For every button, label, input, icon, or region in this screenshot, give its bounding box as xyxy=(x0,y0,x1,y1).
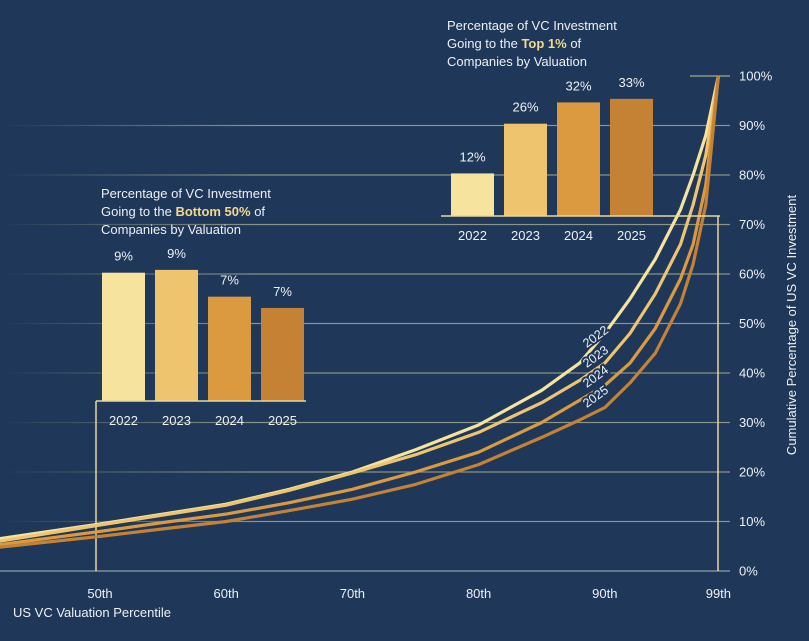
x-tick-label: 70th xyxy=(340,586,365,601)
inset-title-line2: Going to the Top 1% of xyxy=(447,36,582,51)
x-tick-label: 60th xyxy=(214,586,239,601)
bar-value-label: 7% xyxy=(220,273,239,288)
bar-value-label: 9% xyxy=(167,246,186,261)
x-tick-label: 90th xyxy=(592,586,617,601)
bar-category-label: 2025 xyxy=(268,413,297,428)
y-tick-label: 100% xyxy=(739,69,773,84)
gridline xyxy=(0,322,730,325)
gridline xyxy=(690,75,730,77)
bar-value-label: 12% xyxy=(459,149,485,164)
bar-value-label: 32% xyxy=(565,78,591,93)
series-line-2023 xyxy=(0,75,720,543)
bar-category-label: 2022 xyxy=(458,228,487,243)
x-tick-label: 50th xyxy=(87,586,112,601)
inset-title-line3: Companies by Valuation xyxy=(447,54,587,69)
inset-title-line2: Going to the Bottom 50% of xyxy=(101,204,265,219)
bar-category-label: 2025 xyxy=(617,228,646,243)
y-tick-label: 20% xyxy=(739,465,765,480)
inset-title-line3: Companies by Valuation xyxy=(101,222,241,237)
bar-value-label: 33% xyxy=(618,75,644,90)
inset-bottom-50: Percentage of VC Investment Going to the … xyxy=(96,186,306,428)
gridlines xyxy=(0,75,730,572)
y-tick-label: 60% xyxy=(739,267,765,282)
gridline xyxy=(0,421,730,424)
bar-value-label: 26% xyxy=(512,100,538,115)
x-axis: 50th 60th 70th 80th 90th 99th xyxy=(87,586,731,601)
bar-2022 xyxy=(451,173,494,216)
y-tick-label: 90% xyxy=(739,118,765,133)
y-tick-label: 0% xyxy=(739,564,758,579)
inset-title-text: Going to the xyxy=(447,36,521,51)
inset-title-text: Going to the xyxy=(101,204,175,219)
gridline xyxy=(0,273,730,275)
bar-2023 xyxy=(504,123,547,216)
inset-title-line1: Percentage of VC Investment xyxy=(101,186,271,201)
bar-category-label: 2024 xyxy=(564,228,593,243)
x-axis-label: US VC Valuation Percentile xyxy=(13,605,171,620)
bar-2022 xyxy=(102,272,145,401)
gridline xyxy=(0,223,730,226)
gridline xyxy=(0,124,730,127)
bar-category-label: 2024 xyxy=(215,413,244,428)
bar-value-label: 9% xyxy=(114,249,133,264)
inset-title-highlight: Bottom 50% xyxy=(175,204,251,219)
bar-2025 xyxy=(261,307,304,401)
gridline xyxy=(0,471,730,473)
gridline xyxy=(0,174,730,176)
inset-title-text: of xyxy=(567,36,582,51)
bar-2023 xyxy=(155,269,198,401)
bar-value-label: 7% xyxy=(273,284,292,299)
bar-2024 xyxy=(557,102,600,216)
y-tick-label: 10% xyxy=(739,514,765,529)
x-tick-label: 99th xyxy=(706,586,731,601)
x-tick-label: 80th xyxy=(466,586,491,601)
inset-frames xyxy=(95,216,719,571)
y-tick-label: 80% xyxy=(739,168,765,183)
inset-title-line1: Percentage of VC Investment xyxy=(447,18,617,33)
y-axis: 0% 10% 20% 30% 40% 50% 60% 70% 80% 90% 100% xyxy=(739,69,773,579)
y-tick-label: 70% xyxy=(739,217,765,232)
inset-title-text: of xyxy=(251,204,266,219)
bar-category-label: 2023 xyxy=(162,413,191,428)
inset-title-highlight: Top 1% xyxy=(521,36,567,51)
gridline xyxy=(0,372,730,374)
bar-2024 xyxy=(208,296,251,401)
bar-category-label: 2023 xyxy=(511,228,540,243)
bar-category-label: 2022 xyxy=(109,413,138,428)
y-tick-label: 40% xyxy=(739,366,765,381)
inset-bar-charts: Percentage of VC Investment Going to the … xyxy=(96,18,720,428)
bar-2025 xyxy=(610,98,653,216)
series-line-2024 xyxy=(0,75,720,547)
y-axis-label: Cumulative Percentage of US VC Investmen… xyxy=(784,195,799,456)
y-tick-label: 30% xyxy=(739,415,765,430)
series-line-2025 xyxy=(0,75,720,549)
inset-top-1: Percentage of VC Investment Going to the … xyxy=(441,18,720,243)
y-tick-label: 50% xyxy=(739,316,765,331)
gridline xyxy=(0,520,730,523)
